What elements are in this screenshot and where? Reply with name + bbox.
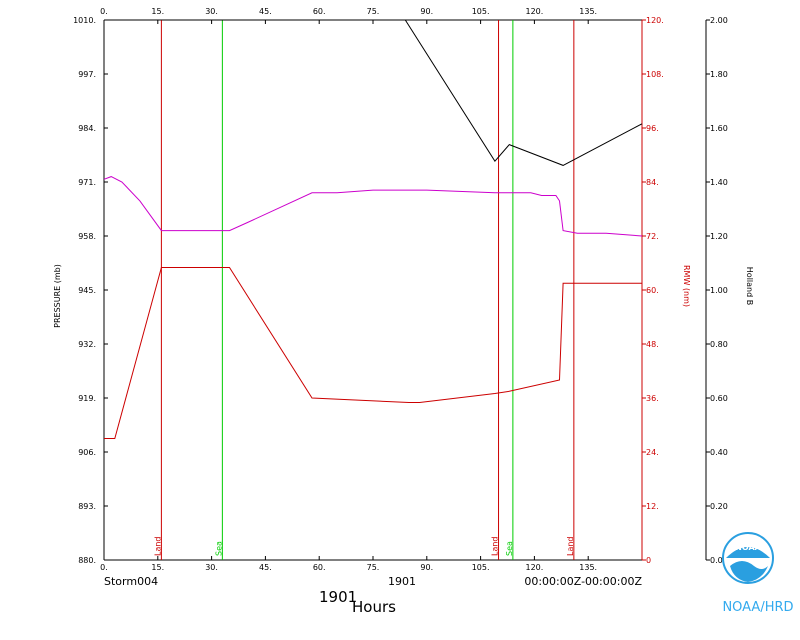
x-tick-label-bottom: 45. xyxy=(259,563,272,572)
x-tick-label-bottom: 120. xyxy=(525,563,543,572)
x-tick-label-bottom: 105. xyxy=(472,563,490,572)
time-range: 00:00:00Z-00:00:00Z xyxy=(524,575,642,588)
year-label: 1901 xyxy=(388,575,416,588)
x-tick-label-top: 60. xyxy=(313,7,326,16)
noaa-logo-icon: NOAA xyxy=(722,532,774,584)
rmw-tick-label: 0 xyxy=(646,556,651,565)
x-axis-label: Hours xyxy=(352,598,396,616)
rmw-series-line xyxy=(104,267,642,439)
rmw-tick-label: 48. xyxy=(646,340,659,349)
holland-tick-label: 1.80 xyxy=(710,70,728,79)
x-tick-label-top: 30. xyxy=(205,7,218,16)
x-tick-label-top: 45. xyxy=(259,7,272,16)
rmw-tick-label: 96. xyxy=(646,124,659,133)
brand-label: NOAA/HRD xyxy=(722,600,793,615)
x-tick-label-top: 120. xyxy=(525,7,543,16)
event-label-sea: Sea xyxy=(214,541,223,556)
x-tick-label-bottom: 135. xyxy=(579,563,597,572)
pressure-tick-label: 1010. xyxy=(73,16,96,25)
pressure-tick-label: 893. xyxy=(78,502,96,511)
rmw-tick-label: 24. xyxy=(646,448,659,457)
axis-ticks: 0. 15. 30. 45. 60. 75. 90. 105. 120. 135. 0. 15. 30.… xyxy=(73,7,728,572)
pressure-tick-label: 906. xyxy=(78,448,96,457)
holland-tick-label: 0.40 xyxy=(710,448,728,457)
rmw-tick-label: 36. xyxy=(646,394,659,403)
holland-tick-label: 1.40 xyxy=(710,178,728,187)
x-tick-label-bottom: 15. xyxy=(151,563,164,572)
rmw-tick-label: 12. xyxy=(646,502,659,511)
pressure-tick-label: 945. xyxy=(78,286,96,295)
holland-tick-label: 0.00 xyxy=(710,556,728,565)
x-tick-label-bottom: 0. xyxy=(100,563,108,572)
event-label-land: Land xyxy=(566,536,575,556)
x-tick-label-bottom: 60. xyxy=(313,563,326,572)
holland-tick-label: 1.00 xyxy=(710,286,728,295)
x-tick-label-top: 75. xyxy=(367,7,380,16)
x-tick-label-bottom: 90. xyxy=(420,563,433,572)
x-tick-label-top: 135. xyxy=(579,7,597,16)
pressure-tick-label: 984. xyxy=(78,124,96,133)
holland-tick-label: 0.60 xyxy=(710,394,728,403)
pressure-axis-label: PRESSURE (mb) xyxy=(53,264,62,328)
year-title: 1901 xyxy=(319,588,357,606)
rmw-tick-label: 60. xyxy=(646,286,659,295)
holland-tick-label: 2.00 xyxy=(710,16,728,25)
x-tick-label-bottom: 30. xyxy=(205,563,218,572)
holland-tick-label: 1.60 xyxy=(710,124,728,133)
event-label-land: Land xyxy=(491,536,500,556)
holland-axis-label: Holland B xyxy=(745,267,754,305)
svg-text:NOAA: NOAA xyxy=(735,543,761,552)
event-label-sea: Sea xyxy=(505,541,514,556)
pressure-tick-label: 958. xyxy=(78,232,96,241)
x-tick-label-bottom: 75. xyxy=(367,563,380,572)
rmw-tick-label: 84. xyxy=(646,178,659,187)
rmw-axis-label: RMW (nm) xyxy=(682,265,691,307)
rmw-tick-label: 120. xyxy=(646,16,664,25)
storm-name: Storm004 xyxy=(104,575,158,588)
pressure-tick-label: 932. xyxy=(78,340,96,349)
event-markers: Land Sea Land Sea Land xyxy=(153,20,575,560)
pressure-tick-label: 880. xyxy=(78,556,96,565)
x-tick-label-top: 90. xyxy=(420,7,433,16)
event-label-land: Land xyxy=(153,536,162,556)
pressure-tick-label: 971. xyxy=(78,178,96,187)
pressure-series-line xyxy=(161,19,643,166)
x-tick-label-top: 0. xyxy=(100,7,108,16)
pressure-tick-label: 919. xyxy=(78,394,96,403)
holland-series-line xyxy=(103,176,643,237)
holland-tick-label: 1.20 xyxy=(710,232,728,241)
holland-tick-label: 0.80 xyxy=(710,340,728,349)
rmw-tick-label: 72. xyxy=(646,232,659,241)
data-series xyxy=(103,19,643,439)
rmw-tick-label: 108. xyxy=(646,70,664,79)
holland-tick-label: 0.20 xyxy=(710,502,728,511)
x-tick-label-top: 15. xyxy=(151,7,164,16)
pressure-tick-label: 997. xyxy=(78,70,96,79)
x-tick-label-top: 105. xyxy=(472,7,490,16)
